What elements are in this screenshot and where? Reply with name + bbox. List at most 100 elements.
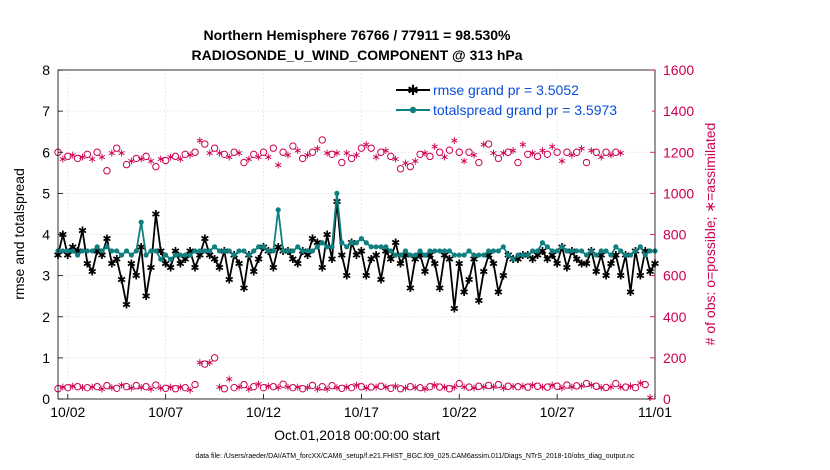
obs-assimilated-marker: ∗ bbox=[538, 381, 547, 394]
rmse-point: ✱ bbox=[577, 257, 586, 270]
obs-possible-marker bbox=[455, 148, 463, 156]
rmse-point: ✱ bbox=[469, 253, 478, 266]
rmse-point: ✱ bbox=[386, 253, 395, 266]
rmse-point: ✱ bbox=[376, 274, 385, 287]
obs-assimilated-marker: ∗ bbox=[440, 150, 449, 163]
obs-assimilated-marker: ∗ bbox=[401, 381, 410, 394]
legend-box bbox=[393, 78, 652, 122]
rmse-point: ✱ bbox=[141, 290, 150, 303]
spread-point bbox=[534, 248, 541, 254]
rmse-point: ✱ bbox=[200, 233, 209, 246]
rmse-point: ✱ bbox=[636, 270, 645, 283]
spread-point bbox=[373, 244, 379, 250]
rmse-point: ✱ bbox=[318, 261, 327, 274]
obs-assimilated-marker: ∗ bbox=[371, 381, 380, 394]
rmse-point: ✱ bbox=[254, 253, 263, 266]
obs-assimilated-marker: ∗ bbox=[283, 381, 292, 394]
spread-point bbox=[603, 248, 609, 254]
legend-spread-label: totalspread grand pr = 3.5973 bbox=[433, 102, 617, 118]
obs-assimilated-marker: ∗ bbox=[97, 383, 106, 396]
spread-point bbox=[564, 248, 570, 254]
obs-possible-marker bbox=[73, 154, 82, 163]
spread-point bbox=[339, 240, 345, 246]
obs-assimilated-marker: ∗ bbox=[97, 150, 106, 163]
spread-point bbox=[265, 248, 272, 254]
rmse-point: ✱ bbox=[406, 282, 415, 295]
obs-assimilated-marker: ∗ bbox=[78, 381, 87, 394]
spread-point bbox=[290, 248, 296, 254]
rmse-point: ✱ bbox=[562, 261, 571, 274]
spread-point bbox=[94, 244, 100, 250]
obs-possible-marker bbox=[250, 150, 258, 159]
spread-point bbox=[363, 240, 369, 246]
y-right-tick-label: 1000 bbox=[663, 185, 694, 201]
rmse-point: ✱ bbox=[195, 249, 204, 262]
rmse-point: ✱ bbox=[435, 282, 444, 295]
obs-series: ∗∗∗∗∗∗∗∗∗∗∗∗∗∗∗∗∗∗∗∗∗∗∗∗∗∗∗∗∗∗∗∗∗∗∗∗∗∗∗∗… bbox=[54, 134, 625, 175]
obs-possible-marker bbox=[181, 383, 189, 392]
obs-assimilated-marker: ∗ bbox=[460, 154, 469, 167]
obs-assimilated-marker: ∗ bbox=[460, 381, 469, 394]
obs-assimilated-marker: ∗ bbox=[548, 140, 557, 153]
spread-point bbox=[319, 240, 325, 246]
y-right-tick-label: 0 bbox=[663, 391, 671, 407]
spread-point bbox=[270, 248, 276, 254]
obs-assimilated-marker: ∗ bbox=[587, 144, 596, 157]
obs-assimilated-marker: ∗ bbox=[313, 382, 322, 395]
rmse-point: ✱ bbox=[381, 245, 390, 258]
rmse-point: ✱ bbox=[107, 257, 116, 270]
x-tick-label: 10/07 bbox=[148, 404, 183, 420]
rmse-point: ✱ bbox=[464, 274, 473, 287]
obs-assimilated-marker: ∗ bbox=[499, 382, 508, 395]
spread-point bbox=[133, 248, 139, 254]
obs-possible-marker bbox=[602, 148, 610, 156]
spread-point bbox=[202, 248, 208, 254]
obs-possible-marker bbox=[122, 382, 131, 391]
obs-assimilated-marker: ∗ bbox=[205, 356, 214, 369]
obs-possible-marker bbox=[435, 383, 444, 391]
rmse-point: ✱ bbox=[592, 266, 601, 279]
rmse-line bbox=[57, 201, 656, 309]
rmse-point: ✱ bbox=[362, 270, 371, 283]
x-axis-label: Oct.01,2018 00:00:00 start bbox=[274, 427, 440, 443]
obs-possible-marker bbox=[494, 154, 503, 163]
obs-assimilated-marker: ∗ bbox=[567, 148, 576, 161]
obs-possible-marker bbox=[113, 144, 121, 152]
obs-assimilated-marker: ∗ bbox=[323, 146, 332, 159]
rmse-point: ✱ bbox=[553, 257, 562, 270]
obs-assimilated-marker: ∗ bbox=[548, 379, 557, 392]
rmse-point: ✱ bbox=[176, 257, 185, 270]
obs-assimilated-marker: ∗ bbox=[254, 150, 263, 163]
rmse-point: ✱ bbox=[146, 261, 155, 274]
obs-assimilated-marker: ∗ bbox=[577, 379, 586, 392]
obs-assimilated-marker: ∗ bbox=[420, 146, 429, 159]
obs-possible-marker bbox=[269, 382, 278, 391]
spread-point bbox=[530, 248, 536, 254]
obs-assimilated-marker: ∗ bbox=[264, 150, 273, 163]
obs-assimilated-marker: ∗ bbox=[597, 150, 606, 163]
obs-possible-marker bbox=[132, 154, 140, 163]
obs-assimilated-marker: ∗ bbox=[352, 148, 361, 161]
spread-point bbox=[192, 248, 198, 254]
rmse-point: ✱ bbox=[367, 253, 376, 266]
obs-assimilated-marker: ∗ bbox=[234, 381, 243, 394]
obs-possible-marker bbox=[122, 160, 131, 169]
legend-rmse-marker: ✱ bbox=[407, 83, 419, 99]
obs-possible-marker bbox=[377, 148, 385, 156]
obs-assimilated-marker: ∗ bbox=[411, 154, 420, 167]
rmse-point: ✱ bbox=[489, 257, 498, 270]
obs-possible-marker bbox=[357, 382, 366, 391]
rmse-point: ✱ bbox=[269, 261, 278, 274]
y-left-tick-label: 2 bbox=[42, 309, 50, 325]
series-layer: ∗ ∗ ∗ ∗ ∗ ∗ ∗∗ ∗ ∗ ∗ ∗ ∗ ∗∗∗ ∗ ∗ ∗ ∗ ∗ ∗∗∗ ∗ ∗ ∗ ∗ ∗ ∗ ∗∗∗ ∗∗ ∗ ∗∗ ∗∗… bbox=[53, 134, 659, 404]
obs-possible-marker bbox=[230, 383, 238, 392]
obs-possible-marker bbox=[367, 144, 375, 152]
obs-assimilated-marker: ∗ bbox=[127, 154, 136, 167]
rmse-point: ✱ bbox=[303, 249, 312, 262]
obs-possible-marker bbox=[152, 381, 160, 389]
obs-possible-marker bbox=[524, 150, 532, 159]
obs-assimilated-marker: ∗ bbox=[362, 138, 371, 151]
obs-possible-marker bbox=[514, 382, 522, 391]
rmse-point: ✱ bbox=[93, 245, 102, 258]
obs-assimilated-marker: ∗ bbox=[313, 142, 322, 155]
